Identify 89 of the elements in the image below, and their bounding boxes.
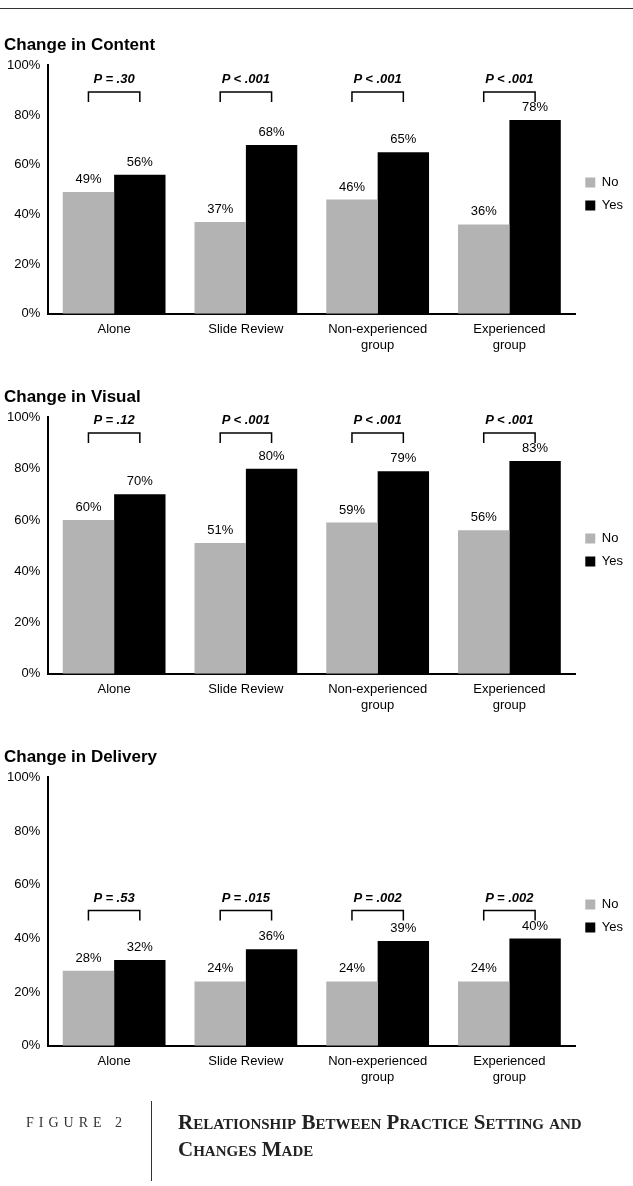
legend-label: No	[601, 896, 619, 912]
bar	[194, 543, 246, 674]
bar	[62, 519, 115, 674]
data-label: 28%	[75, 949, 102, 965]
data-label: 46%	[338, 178, 366, 194]
y-tick-label: 60%	[14, 876, 41, 892]
bar	[194, 221, 246, 314]
bar	[62, 192, 115, 314]
bar	[326, 522, 378, 674]
annotation: P = .015	[221, 889, 271, 905]
annotation: P = .002	[485, 889, 535, 905]
x-tick-label: Alone	[97, 681, 131, 697]
x-tick-label: Experienced group	[473, 321, 546, 352]
y-tick-label: 100%	[7, 56, 41, 72]
x-tick-label: Slide Review	[208, 1053, 285, 1069]
annotation: P < .001	[221, 412, 271, 428]
data-label: 70%	[126, 473, 154, 489]
y-tick-label: 80%	[14, 106, 41, 122]
legend-label: Yes	[601, 553, 624, 569]
bar	[326, 199, 378, 314]
annotation: P < .001	[485, 71, 534, 87]
data-label: 56%	[470, 509, 498, 525]
legend-label: No	[601, 530, 619, 546]
y-tick-label: 40%	[14, 562, 41, 578]
data-label: 40%	[522, 917, 549, 933]
y-tick-label: 0%	[21, 1037, 41, 1053]
bar	[458, 530, 510, 674]
annotation: P = .002	[353, 889, 403, 905]
y-tick-label: 20%	[14, 983, 41, 999]
data-label: 32%	[126, 938, 154, 954]
chart-title: Change in Visual	[4, 386, 141, 406]
data-label: 24%	[207, 960, 234, 976]
data-label: 83%	[522, 440, 549, 456]
y-tick-label: 80%	[14, 460, 41, 476]
data-label: 65%	[390, 131, 417, 147]
annotation: P < .001	[353, 71, 402, 87]
y-tick-label: 40%	[14, 930, 41, 946]
x-tick-label: Alone	[97, 321, 131, 337]
data-label: 49%	[75, 171, 102, 187]
y-tick-label: 60%	[14, 511, 41, 527]
annotation: P < .001	[485, 412, 534, 428]
chart-title: Change in Content	[4, 34, 156, 54]
x-tick-label: Non-experienced group	[328, 321, 428, 352]
annotation: P < .001	[221, 71, 271, 87]
annotation: P < .001	[353, 412, 402, 428]
y-tick-label: 80%	[14, 822, 41, 838]
x-tick-label: Experienced group	[473, 1053, 546, 1084]
annotation: P = .30	[93, 71, 136, 87]
data-label: 39%	[390, 920, 417, 936]
data-label: 36%	[470, 203, 498, 219]
data-label: 59%	[338, 501, 366, 517]
data-label: 24%	[470, 960, 498, 976]
data-label: 68%	[258, 123, 286, 139]
y-tick-label: 0%	[21, 305, 41, 321]
text: Relationship Between Practice Setting and Changes Made	[178, 1109, 583, 1163]
legend-label: Yes	[601, 919, 624, 935]
y-tick-label: 100%	[7, 768, 41, 784]
chart-title: Change in Delivery	[4, 746, 158, 766]
text: FIGURE 2	[25, 1114, 129, 1131]
bar	[194, 981, 246, 1046]
x-tick-label: Experienced group	[473, 681, 546, 712]
bar	[326, 981, 378, 1046]
y-tick-label: 20%	[14, 255, 41, 271]
x-tick-label: Alone	[97, 1053, 131, 1069]
y-tick-label: 40%	[14, 206, 41, 222]
bar	[458, 224, 510, 314]
data-label: 78%	[522, 99, 549, 115]
y-tick-label: 100%	[7, 408, 41, 424]
data-label: 37%	[207, 200, 234, 216]
y-tick-label: 20%	[14, 614, 41, 630]
legend-label: Yes	[601, 197, 624, 213]
x-tick-label: Slide Review	[208, 321, 285, 337]
bar	[458, 981, 510, 1046]
data-label: 60%	[75, 499, 102, 515]
x-tick-label: Non-experienced group	[328, 681, 428, 712]
legend-label: No	[601, 174, 619, 190]
bar	[62, 970, 115, 1046]
annotation: P = .12	[93, 412, 136, 428]
x-tick-label: Slide Review	[208, 681, 285, 697]
y-tick-label: 60%	[14, 156, 41, 172]
data-label: 24%	[338, 960, 366, 976]
data-label: 36%	[258, 928, 286, 944]
annotation: P = .53	[93, 889, 136, 905]
y-tick-label: 0%	[21, 665, 41, 681]
data-label: 80%	[258, 447, 286, 463]
x-tick-label: Non-experienced group	[328, 1053, 428, 1084]
data-label: 56%	[126, 153, 154, 169]
data-label: 51%	[207, 522, 234, 538]
data-label: 79%	[390, 450, 417, 466]
